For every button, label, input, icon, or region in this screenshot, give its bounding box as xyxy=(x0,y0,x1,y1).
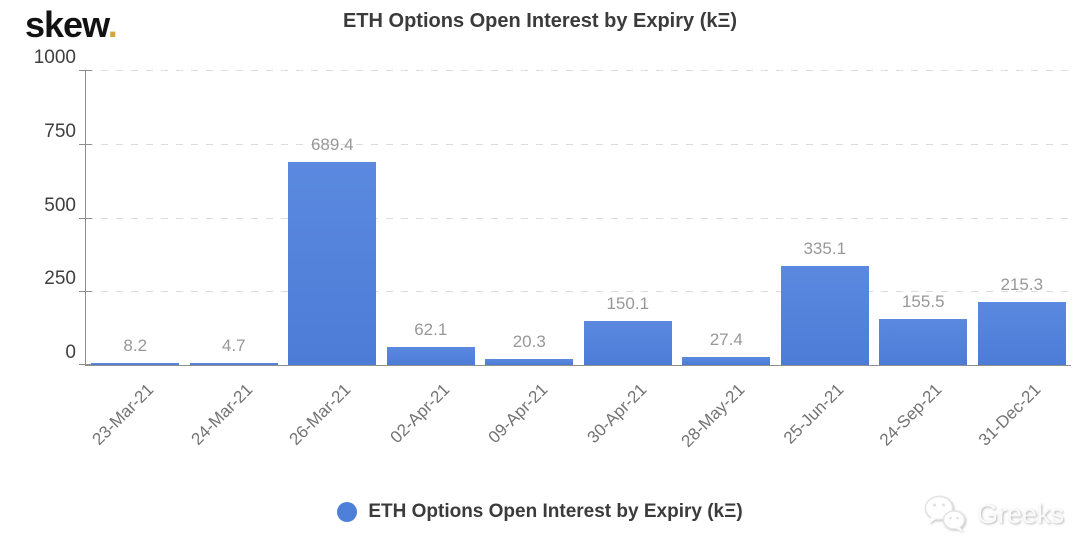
watermark: Greeks xyxy=(921,493,1064,535)
watermark-text: Greeks xyxy=(976,498,1064,529)
x-tick-label-31-Dec-21: 31-Dec-21 xyxy=(974,380,1045,450)
skew-logo-dot: . xyxy=(107,4,118,45)
wechat-icon xyxy=(924,495,966,532)
gridline-750 xyxy=(86,143,1071,145)
skew-logo: skew. xyxy=(25,4,118,46)
x-tick-label-24-Sep-21: 24-Sep-21 xyxy=(876,380,946,450)
bar-26-Mar-21 xyxy=(288,161,377,365)
plot-area: 8.2 4.7 689.4 62.1 20.3 150.1 27.4 335.1 155.5 21… xyxy=(79,70,1071,366)
bar-value-label-25-Jun-21: 335.1 xyxy=(803,239,847,259)
bar-value-label-30-Apr-21: 150.1 xyxy=(606,293,650,313)
bar-09-Apr-21 xyxy=(485,359,574,365)
y-tick-mark-750 xyxy=(79,143,92,145)
bar-02-Apr-21 xyxy=(386,346,475,365)
chart-title: ETH Options Open Interest by Expiry (kΞ) xyxy=(342,10,738,32)
y-tick-label-250: 250 xyxy=(44,268,76,290)
x-tick-label-25-Jun-21: 25-Jun-21 xyxy=(779,380,848,448)
bar-value-label-24-Mar-21: 4.7 xyxy=(221,336,246,355)
bar-24-Mar-21 xyxy=(189,363,278,365)
bar-value-label-02-Apr-21: 62.1 xyxy=(414,319,448,339)
bar-value-label-09-Apr-21: 20.3 xyxy=(512,332,546,352)
bar-value-label-24-Sep-21: 155.5 xyxy=(901,292,945,312)
bar-28-May-21 xyxy=(682,356,771,365)
bar-25-Jun-21 xyxy=(780,266,869,365)
y-tick-label-1000: 1000 xyxy=(33,47,76,68)
x-tick-label-28-May-21: 28-May-21 xyxy=(677,380,749,451)
x-tick-label-23-Mar-21: 23-Mar-21 xyxy=(88,380,158,449)
x-tick-label-26-Mar-21: 26-Mar-21 xyxy=(285,380,355,449)
x-axis-labels: 23-Mar-21 24-Mar-21 26-Mar-21 02-Apr-21 09-A… xyxy=(85,374,1070,484)
legend-label: ETH Options Open Interest by Expiry (kΞ) xyxy=(368,501,743,522)
x-tick-label-24-Mar-21: 24-Mar-21 xyxy=(187,380,257,449)
bar-value-label-23-Mar-21: 8.2 xyxy=(123,335,148,355)
y-tick-mark-0 xyxy=(79,364,92,365)
y-tick-label-500: 500 xyxy=(44,194,76,216)
bar-23-Mar-21 xyxy=(91,362,180,365)
skew-logo-text: skew xyxy=(25,4,109,45)
gridline-500 xyxy=(86,217,1071,219)
legend: ETH Options Open Interest by Expiry (kΞ) xyxy=(0,501,1080,523)
legend-dot xyxy=(337,502,358,522)
bar-30-Apr-21 xyxy=(583,320,672,365)
y-axis-labels: 0 250 500 750 1000 xyxy=(0,47,76,365)
y-tick-mark-500 xyxy=(79,217,92,219)
bar-24-Sep-21 xyxy=(879,319,968,365)
gridline-1000 xyxy=(86,70,1071,71)
y-tick-mark-250 xyxy=(79,291,92,293)
bar-value-label-26-Mar-21: 689.4 xyxy=(310,134,354,154)
y-tick-label-750: 750 xyxy=(44,120,76,142)
bar-31-Dec-21 xyxy=(977,301,1066,365)
gridline-250 xyxy=(86,291,1071,293)
x-tick-label-30-Apr-21: 30-Apr-21 xyxy=(583,380,651,447)
y-tick-mark-1000 xyxy=(79,70,92,71)
bar-value-label-28-May-21: 27.4 xyxy=(709,329,743,349)
x-tick-label-09-Apr-21: 09-Apr-21 xyxy=(484,380,552,447)
x-tick-label-02-Apr-21: 02-Apr-21 xyxy=(386,380,454,447)
y-tick-label-0: 0 xyxy=(65,342,76,363)
bar-value-label-31-Dec-21: 215.3 xyxy=(1000,274,1044,294)
